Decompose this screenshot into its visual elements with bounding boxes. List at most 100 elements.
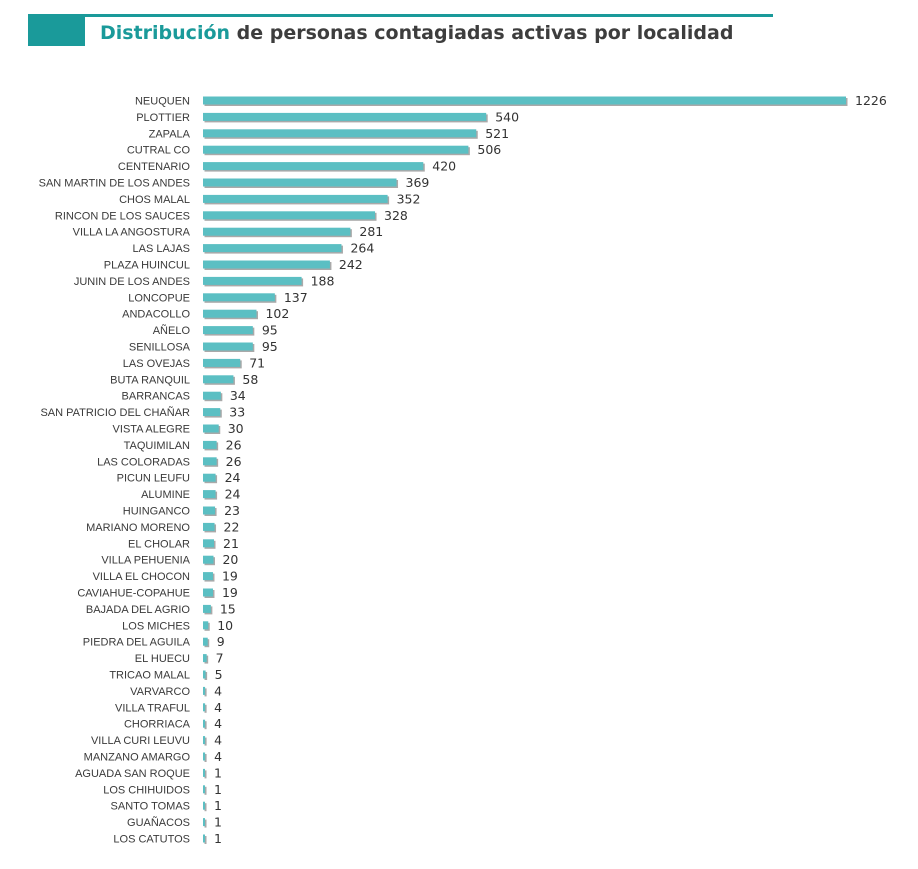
bar-senillosa xyxy=(203,342,253,351)
category-label-los-chihuidos: LOS CHIHUIDOS xyxy=(103,784,190,796)
category-label-senillosa: SENILLOSA xyxy=(129,342,191,354)
bar-chos-malal xyxy=(203,194,388,203)
bar-manzano-amargo xyxy=(203,752,206,761)
value-label-el-cholar: 21 xyxy=(223,536,239,551)
value-label-caviahue-copahue: 19 xyxy=(222,585,238,600)
bar-los-miches xyxy=(203,621,209,630)
category-label-las-ovejas: LAS OVEJAS xyxy=(123,358,190,370)
bar-shadow-chorriaca xyxy=(204,721,207,730)
bar-centenario xyxy=(203,162,424,171)
bar-shadow-los-catutos xyxy=(204,836,207,844)
category-label-neuquen: NEUQUEN xyxy=(135,96,190,108)
value-label-villa-curi-leuvu: 4 xyxy=(214,733,222,748)
value-label-las-ovejas: 71 xyxy=(249,355,265,370)
bar-chorriaca xyxy=(203,719,206,728)
bar-villa-traful xyxy=(203,703,206,712)
value-label-aguada-san-roque: 1 xyxy=(214,765,222,780)
category-label-piedra-del-aguila: PIEDRA DEL AGUILA xyxy=(83,637,191,649)
category-label-rincon-de-los-sauces: RINCON DE LOS SAUCES xyxy=(55,210,190,222)
value-label-san-martin-de-los-andes: 369 xyxy=(406,175,430,190)
category-label-las-lajas: LAS LAJAS xyxy=(133,243,190,255)
header-rule xyxy=(85,14,773,17)
value-label-barrancas: 34 xyxy=(230,388,246,403)
value-label-varvarco: 4 xyxy=(214,683,222,698)
value-label-buta-ranquil: 58 xyxy=(242,372,258,387)
bar-villa-curi-leuvu xyxy=(203,736,206,745)
category-label-centenario: CENTENARIO xyxy=(118,161,191,173)
category-label-chorriaca: CHORRIACA xyxy=(124,719,191,731)
bar-los-chihuidos xyxy=(203,785,205,794)
category-label-villa-el-chocon: VILLA EL CHOCON xyxy=(93,571,190,583)
header-block xyxy=(28,14,85,46)
value-label-picun-leufu: 24 xyxy=(225,470,241,485)
value-label-los-catutos: 1 xyxy=(214,831,222,846)
value-label-loncopue: 137 xyxy=(284,290,308,305)
bar-el-huecu xyxy=(203,654,207,663)
category-label-san-martin-de-los-andes: SAN MARTIN DE LOS ANDES xyxy=(39,178,190,190)
bar-alumine xyxy=(203,490,216,499)
value-label-mariano-moreno: 22 xyxy=(224,519,240,534)
bar-picun-leufu xyxy=(203,473,216,482)
value-label-huinganco: 23 xyxy=(224,503,240,518)
value-label-chos-malal: 352 xyxy=(397,191,421,206)
value-label-rincon-de-los-sauces: 328 xyxy=(384,208,408,223)
value-label-neuquen: 1226 xyxy=(855,93,887,108)
bar-guanacos xyxy=(203,818,205,827)
category-label-picun-leufu: PICUN LEUFU xyxy=(117,473,190,485)
category-label-taquimilan: TAQUIMILAN xyxy=(124,440,190,452)
value-label-guanacos: 1 xyxy=(214,815,222,830)
value-label-los-chihuidos: 1 xyxy=(214,782,222,797)
chart-title: Distribución de personas contagiadas act… xyxy=(100,22,733,44)
value-label-zapala: 521 xyxy=(485,126,509,141)
category-label-mariano-moreno: MARIANO MORENO xyxy=(86,522,190,534)
value-label-senillosa: 95 xyxy=(262,339,278,354)
bar-piedra-del-aguila xyxy=(203,637,208,646)
value-label-chorriaca: 4 xyxy=(214,716,222,731)
bar-taquimilan xyxy=(203,440,217,449)
value-label-los-miches: 10 xyxy=(217,618,233,633)
category-label-caviahue-copahue: CAVIAHUE-COPAHUE xyxy=(77,588,190,600)
bar-shadow-varvarco xyxy=(204,688,207,697)
category-label-andacollo: ANDACOLLO xyxy=(122,309,190,321)
value-label-anelo: 95 xyxy=(262,323,278,338)
bar-anelo xyxy=(203,326,253,335)
category-label-aguada-san-roque: AGUADA SAN ROQUE xyxy=(75,768,190,780)
bar-loncopue xyxy=(203,293,275,302)
value-label-piedra-del-aguila: 9 xyxy=(217,634,225,649)
bar-tricao-malal xyxy=(203,670,206,679)
bar-rincon-de-los-sauces xyxy=(203,211,376,220)
category-label-tricao-malal: TRICAO MALAL xyxy=(109,670,190,682)
value-label-junin-de-los-andes: 188 xyxy=(311,273,335,288)
value-label-san-patricio-del-chanar: 33 xyxy=(229,405,245,420)
bar-huinganco xyxy=(203,506,216,515)
value-label-plaza-huincul: 242 xyxy=(339,257,363,272)
category-label-varvarco: VARVARCO xyxy=(130,686,190,698)
value-label-las-lajas: 264 xyxy=(350,241,374,256)
value-label-cutral-co: 506 xyxy=(477,142,501,157)
value-label-villa-traful: 4 xyxy=(214,700,222,715)
bar-el-cholar xyxy=(203,539,215,548)
value-label-tricao-malal: 5 xyxy=(215,667,223,682)
bar-plottier xyxy=(203,112,487,121)
category-label-plottier: PLOTTIER xyxy=(136,112,190,124)
bar-zapala xyxy=(203,129,477,138)
bar-las-coloradas xyxy=(203,457,217,466)
value-label-el-huecu: 7 xyxy=(216,651,224,666)
category-label-el-cholar: EL CHOLAR xyxy=(128,538,190,550)
value-label-villa-la-angostura: 281 xyxy=(359,224,383,239)
bar-junin-de-los-andes xyxy=(203,276,302,285)
bar-san-patricio-del-chanar xyxy=(203,408,221,417)
category-label-el-huecu: EL HUECU xyxy=(135,653,190,665)
category-label-chos-malal: CHOS MALAL xyxy=(119,194,190,206)
category-label-zapala: ZAPALA xyxy=(149,128,191,140)
category-label-anelo: AÑELO xyxy=(153,324,191,337)
bar-shadow-tricao-malal xyxy=(204,672,208,680)
category-label-vista-alegre: VISTA ALEGRE xyxy=(113,424,190,436)
bar-cutral-co xyxy=(203,145,469,154)
category-label-alumine: ALUMINE xyxy=(141,489,190,501)
bar-san-martin-de-los-andes xyxy=(203,178,397,187)
bar-varvarco xyxy=(203,686,206,695)
bar-buta-ranquil xyxy=(203,375,234,384)
value-label-manzano-amargo: 4 xyxy=(214,749,222,764)
bar-villa-pehuenia xyxy=(203,555,214,564)
